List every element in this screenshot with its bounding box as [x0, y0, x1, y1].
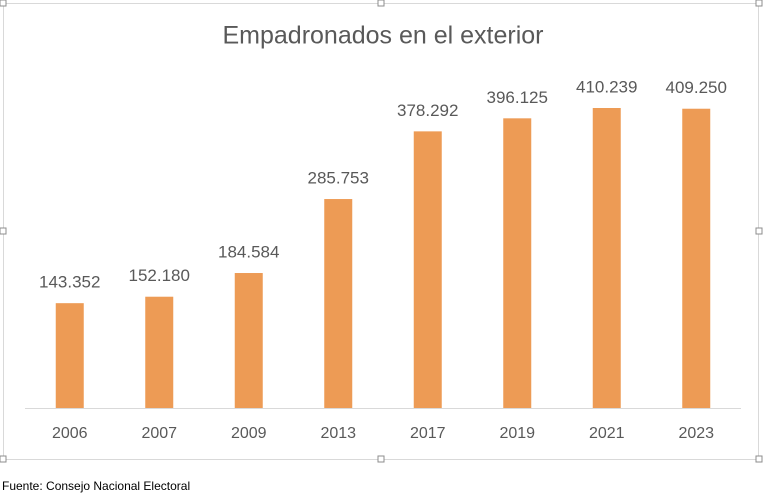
bar: [234, 273, 263, 408]
x-tick-label: 2019: [499, 425, 535, 442]
x-tick-label: 2013: [320, 425, 356, 442]
data-label: 152.180: [129, 266, 190, 285]
resize-handle: [755, 455, 763, 463]
data-label: 184.584: [218, 243, 279, 262]
bar: [503, 118, 532, 409]
resize-handle: [0, 0, 7, 7]
x-tick-label: 2006: [52, 425, 88, 442]
x-tick-label: 2023: [678, 425, 714, 442]
data-label: 143.352: [39, 273, 100, 292]
x-tick-label: 2017: [410, 425, 446, 442]
bar: [55, 303, 84, 408]
bar: [592, 108, 621, 408]
x-tick-label: 2021: [589, 425, 625, 442]
data-label: 410.239: [576, 77, 637, 96]
resize-handle: [0, 455, 7, 463]
source-note: Fuente: Consejo Nacional Electoral: [2, 479, 190, 493]
resize-handle: [377, 0, 385, 7]
x-tick-label: 2007: [141, 425, 177, 442]
data-label: 378.292: [397, 101, 458, 120]
bar: [145, 296, 174, 408]
bar: [413, 131, 442, 408]
resize-handle: [755, 227, 763, 235]
data-label: 409.250: [666, 78, 727, 97]
data-label: 285.753: [308, 169, 369, 188]
resize-handle: [0, 227, 7, 235]
bar: [682, 108, 711, 408]
resize-handle: [755, 0, 763, 7]
chart-title: Empadronados en el exterior: [222, 22, 543, 50]
bar: [324, 199, 353, 408]
data-label: 396.125: [487, 88, 548, 107]
resize-handle: [377, 455, 385, 463]
x-tick-label: 2009: [231, 425, 267, 442]
chart-frame: [3, 3, 759, 460]
